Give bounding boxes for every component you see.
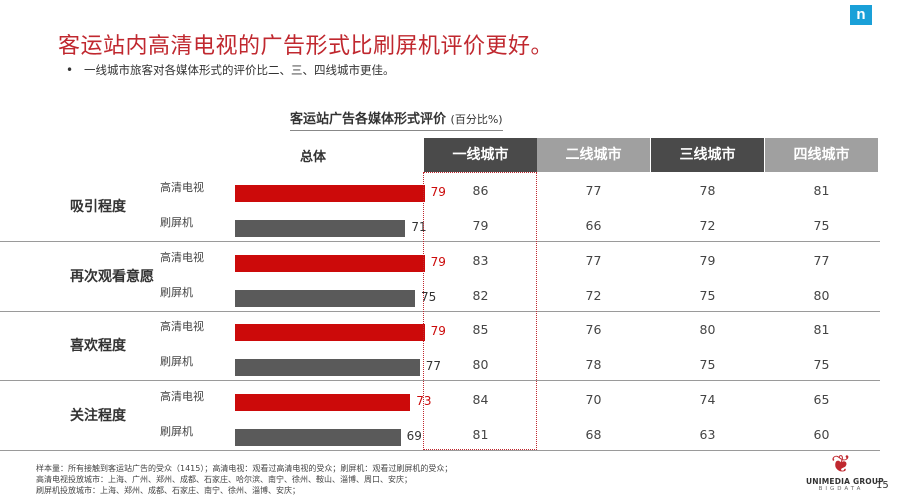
- city-value-cell: 81: [813, 183, 830, 198]
- bar: [235, 324, 425, 341]
- city-value-cell: 65: [813, 391, 830, 407]
- chart-unit: (百分比%): [450, 113, 503, 126]
- city-value-cell: 66: [585, 218, 602, 233]
- footnote-line: 高清电视投放城市：上海、广州、郑州、成都、石家庄、哈尔滨、南宁、徐州、鞍山、淄博…: [36, 475, 412, 484]
- city-value-cell: 74: [699, 391, 716, 407]
- city-value-cell: 77: [585, 252, 602, 268]
- city-value-cell: 72: [699, 218, 716, 233]
- city-value-cell: 72: [585, 287, 602, 303]
- city-value-cell: 77: [585, 183, 602, 198]
- bar-value-label: 79: [430, 185, 446, 199]
- group-separator: [0, 449, 880, 451]
- group-separator: [0, 241, 880, 242]
- group-label: 喜欢程度: [70, 338, 126, 354]
- bar-value-label: 79: [430, 324, 446, 338]
- footnote-line: 刷屏机投放城市：上海、郑州、成都、石家庄、南宁、徐州、淄博、安庆；: [36, 486, 300, 495]
- city-column-header: 四线城市: [765, 138, 878, 172]
- city-value-cell: 68: [585, 426, 602, 442]
- bar-value-label: 71: [411, 220, 427, 234]
- bar: [235, 359, 420, 376]
- series-label: 高清电视: [160, 389, 204, 403]
- city-value-cell: 75: [699, 357, 716, 372]
- group-separator: [0, 310, 880, 312]
- group-label: 关注程度: [70, 407, 126, 424]
- city-value-cell: 80: [813, 287, 830, 303]
- chart-title: 客运站广告各媒体形式评价 (百分比%): [290, 108, 503, 131]
- bar: [235, 393, 411, 411]
- nielsen-logo-icon: n: [850, 5, 872, 25]
- footnote: 样本量：所有接触到客运站广告的受众（1415）；高清电视：观看过高清电视的受众；…: [36, 463, 452, 496]
- bar-value-label: 69: [406, 428, 422, 443]
- overall-column-header: 总体: [300, 150, 327, 165]
- bullet-point: • 一线城市旅客对各媒体形式的评价比二、三、四线城市更佳。: [66, 62, 395, 78]
- series-label: 高清电视: [160, 181, 204, 194]
- city-value-cell: 70: [585, 391, 602, 407]
- bar: [235, 220, 406, 237]
- city-value-cell: 63: [699, 426, 716, 442]
- brand-name: UNIMEDIA GROUP: [806, 477, 884, 486]
- city-value-cell: 81: [813, 322, 830, 337]
- city-column-header: 三线城市: [651, 138, 764, 172]
- city-column-header: 一线城市: [424, 138, 537, 172]
- flame-logo-icon: ❦: [830, 450, 852, 478]
- city-value-cell: 75: [699, 287, 716, 303]
- group-label: 吸引程度: [70, 199, 126, 215]
- bar: [235, 289, 415, 307]
- city-value-cell: 79: [699, 252, 716, 268]
- city-value-cell: 85: [472, 322, 489, 337]
- group-separator: [0, 380, 880, 381]
- page-number: 15: [876, 480, 889, 491]
- bar-value-label: 75: [421, 289, 437, 304]
- city-value-cell: 83: [472, 252, 489, 268]
- series-label: 刷屏机: [160, 285, 193, 299]
- city-value-cell: 86: [472, 183, 489, 198]
- brand-subtitle: BIGDATA: [818, 486, 864, 492]
- group-label: 再次观看意愿: [70, 268, 154, 285]
- bar: [235, 254, 425, 272]
- city-value-cell: 82: [472, 287, 489, 303]
- bar: [235, 428, 401, 446]
- slide-title: 客运站内高清电视的广告形式比刷屏机评价更好。: [58, 34, 554, 59]
- bullet-text: 一线城市旅客对各媒体形式的评价比二、三、四线城市更佳。: [84, 63, 395, 77]
- series-label: 刷屏机: [160, 216, 193, 229]
- city-value-cell: 79: [472, 218, 489, 233]
- series-label: 高清电视: [160, 320, 204, 333]
- city-value-cell: 75: [813, 218, 830, 233]
- city-value-cell: 80: [472, 357, 489, 372]
- city-value-cell: 84: [472, 391, 489, 407]
- brand-logo: ❦ UNIMEDIA GROUP BIGDATA: [806, 450, 884, 492]
- series-label: 刷屏机: [160, 424, 193, 438]
- city-value-cell: 60: [813, 426, 830, 442]
- chart-title-text: 客运站广告各媒体形式评价: [290, 112, 447, 127]
- city-value-cell: 78: [585, 357, 602, 372]
- city-value-cell: 78: [699, 183, 716, 198]
- city-column-header: 二线城市: [537, 138, 650, 172]
- bullet-icon: •: [66, 63, 74, 77]
- footnote-line: 样本量：所有接触到客运站广告的受众（1415）；高清电视：观看过高清电视的受众；…: [36, 464, 453, 473]
- bar-value-label: 77: [425, 359, 442, 373]
- city-value-cell: 80: [699, 322, 716, 337]
- bar-value-label: 79: [430, 254, 446, 269]
- city-value-cell: 81: [472, 426, 489, 442]
- series-label: 刷屏机: [160, 355, 193, 368]
- city-value-cell: 77: [813, 252, 830, 268]
- bar: [235, 185, 425, 202]
- series-label: 高清电视: [160, 250, 204, 264]
- tier1-highlight-box: [423, 172, 537, 450]
- city-value-cell: 76: [585, 322, 602, 337]
- city-value-cell: 75: [813, 357, 830, 372]
